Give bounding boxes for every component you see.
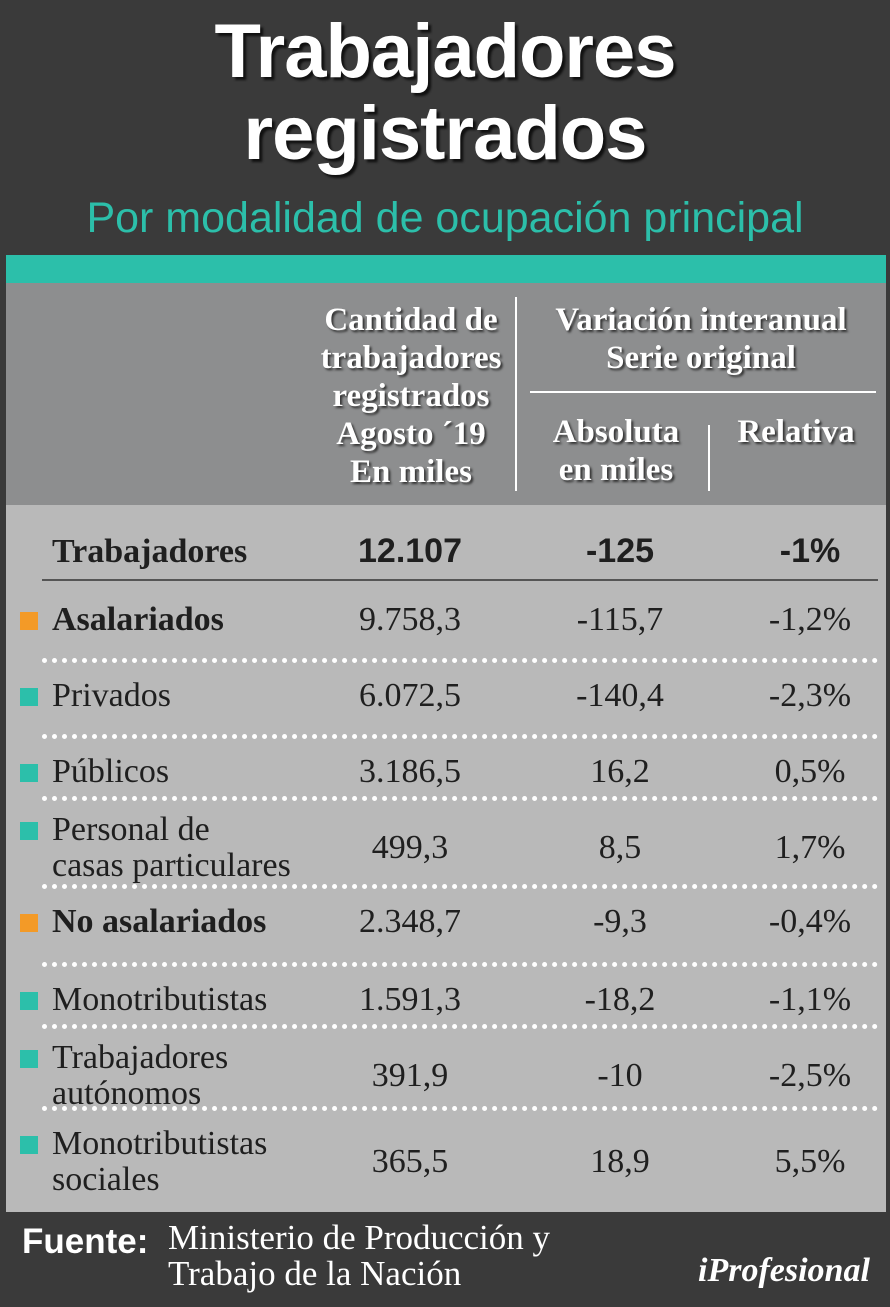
header-cantidad: Cantidad de trabajadores registrados Ago… bbox=[296, 301, 526, 491]
teal-marker-icon bbox=[20, 764, 38, 782]
row-absoluta: 8,5 bbox=[598, 829, 642, 866]
header-variacion-line: Serie original bbox=[606, 340, 796, 376]
table-header: Cantidad de trabajadores registrados Ago… bbox=[6, 283, 886, 505]
row-cantidad: 1.591,3 bbox=[359, 981, 461, 1018]
teal-marker-icon bbox=[20, 822, 38, 840]
source-text: Ministerio de Producción y Trabajo de la… bbox=[168, 1220, 550, 1292]
row-divider bbox=[42, 734, 878, 739]
row-label: Monotributistas bbox=[52, 982, 267, 1018]
total-relativa: -1% bbox=[779, 532, 841, 570]
row-absoluta: -18,2 bbox=[584, 981, 656, 1018]
header-cantidad-line: En miles bbox=[350, 454, 472, 490]
header-cantidad-line: Cantidad de bbox=[324, 302, 498, 338]
row-relativa: 1,7% bbox=[774, 829, 846, 866]
total-absoluta: -125 bbox=[585, 532, 655, 570]
brand-logo: iProfesional bbox=[698, 1252, 870, 1289]
header-underline bbox=[530, 391, 876, 393]
row-cantidad: 2.348,7 bbox=[359, 903, 461, 940]
row-label-line: Monotributistas bbox=[52, 1125, 268, 1162]
row-label: No asalariados bbox=[52, 904, 266, 940]
row-label-line: Asalariados bbox=[52, 601, 224, 638]
row-absoluta: -115,7 bbox=[576, 601, 664, 638]
header-absoluta-line: en miles bbox=[558, 452, 674, 488]
source-label: Fuente: bbox=[22, 1222, 149, 1261]
row-label: Trabajadores autónomos bbox=[52, 1040, 228, 1112]
teal-marker-icon bbox=[20, 1050, 38, 1068]
row-label-line: Trabajadores bbox=[52, 1039, 229, 1076]
row-label: Asalariados bbox=[52, 602, 224, 638]
row-cantidad: 499,3 bbox=[371, 829, 449, 866]
header-absoluta-line: Absoluta bbox=[552, 414, 680, 450]
row-relativa: -2,5% bbox=[768, 1057, 852, 1094]
teal-marker-icon bbox=[20, 688, 38, 706]
accent-bar bbox=[6, 255, 886, 283]
row-label: Públicos bbox=[52, 754, 169, 790]
page-title-line1: Trabajadores bbox=[214, 9, 676, 94]
header-divider bbox=[515, 297, 517, 491]
row-label-line: Personal de bbox=[52, 811, 210, 848]
row-relativa: 5,5% bbox=[774, 1143, 846, 1180]
header-cantidad-line: trabajadores bbox=[320, 340, 502, 376]
row-divider bbox=[42, 884, 878, 889]
row-label-line: Públicos bbox=[52, 753, 170, 790]
row-divider bbox=[42, 658, 878, 663]
header-cantidad-line: registrados bbox=[332, 378, 490, 414]
row-relativa: -0,4% bbox=[768, 903, 852, 940]
table-body bbox=[6, 505, 886, 1212]
teal-marker-icon bbox=[20, 1136, 38, 1154]
source-line: Ministerio de Producción y bbox=[168, 1218, 551, 1257]
row-label-line: No asalariados bbox=[52, 903, 267, 940]
row-cantidad: 3.186,5 bbox=[359, 753, 461, 790]
row-label-line: autónomos bbox=[52, 1075, 202, 1112]
header-absoluta: Absoluta en miles bbox=[521, 413, 711, 489]
row-divider bbox=[42, 962, 878, 967]
page-subtitle: Por modalidad de ocupación principal bbox=[86, 194, 804, 242]
page-title-line2: registrados bbox=[243, 91, 648, 176]
total-label: Trabajadores bbox=[52, 533, 248, 570]
row-relativa: -1,2% bbox=[768, 601, 852, 638]
row-relativa: 0,5% bbox=[774, 753, 846, 790]
row-cantidad: 6.072,5 bbox=[359, 677, 461, 714]
row-cantidad: 9.758,3 bbox=[359, 601, 461, 638]
header-variacion: Variación interanual Serie original bbox=[521, 301, 881, 377]
row-label-line: casas particulares bbox=[52, 847, 291, 884]
total-divider bbox=[42, 579, 878, 581]
header-variacion-line: Variación interanual bbox=[555, 302, 847, 338]
row-relativa: -1,1% bbox=[768, 981, 852, 1018]
row-label-line: Monotributistas bbox=[52, 981, 268, 1018]
row-cantidad: 391,9 bbox=[371, 1057, 449, 1094]
header-divider-2 bbox=[708, 425, 710, 491]
row-divider bbox=[42, 796, 878, 801]
row-absoluta: -9,3 bbox=[593, 903, 647, 940]
row-label-line: Privados bbox=[52, 677, 171, 714]
row-label-line: sociales bbox=[52, 1161, 160, 1198]
row-label: Personal de casas particulares bbox=[52, 812, 291, 884]
teal-marker-icon bbox=[20, 992, 38, 1010]
row-relativa: -2,3% bbox=[768, 677, 852, 714]
source-line: Trabajo de la Nación bbox=[168, 1254, 462, 1293]
header: Trabajadores registrados Por modalidad d… bbox=[0, 0, 890, 255]
row-label: Privados bbox=[52, 678, 171, 714]
row-cantidad: 365,5 bbox=[371, 1143, 449, 1180]
header-cantidad-line: Agosto ´19 bbox=[336, 416, 486, 452]
row-divider bbox=[42, 1024, 878, 1029]
orange-marker-icon bbox=[20, 612, 38, 630]
row-absoluta: 18,9 bbox=[590, 1143, 650, 1180]
row-absoluta: -10 bbox=[597, 1057, 643, 1094]
total-cantidad: 12.107 bbox=[358, 532, 462, 570]
row-absoluta: -140,4 bbox=[576, 677, 664, 714]
row-absoluta: 16,2 bbox=[590, 753, 650, 790]
orange-marker-icon bbox=[20, 914, 38, 932]
header-relativa: Relativa bbox=[737, 414, 855, 450]
row-divider bbox=[42, 1106, 878, 1111]
row-label: Monotributistas sociales bbox=[52, 1126, 267, 1198]
footer bbox=[0, 1212, 890, 1307]
